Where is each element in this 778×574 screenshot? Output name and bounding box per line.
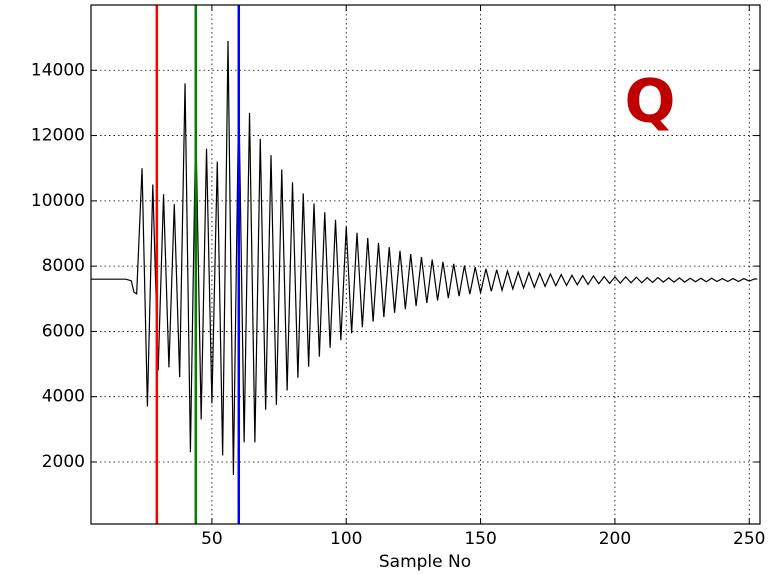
- annotation: Q: [624, 67, 675, 137]
- series-line: [91, 40, 758, 476]
- y-tick-label: 4000: [42, 387, 85, 407]
- x-tick-label: 250: [733, 529, 765, 549]
- y-tick-label: 6000: [42, 321, 85, 341]
- y-tick-label: 12000: [31, 126, 85, 146]
- x-axis-label: Sample No: [379, 552, 471, 572]
- x-tick-label: 200: [599, 529, 631, 549]
- y-tick-label: 10000: [31, 191, 85, 211]
- x-tick-label: 150: [464, 529, 496, 549]
- y-tick-label: 2000: [42, 452, 85, 472]
- plot-frame: [90, 4, 761, 525]
- y-tick-label: 8000: [42, 256, 85, 276]
- x-tick-label: 100: [330, 529, 362, 549]
- y-tick-label: 14000: [31, 60, 85, 80]
- x-tick-label: 50: [201, 529, 223, 549]
